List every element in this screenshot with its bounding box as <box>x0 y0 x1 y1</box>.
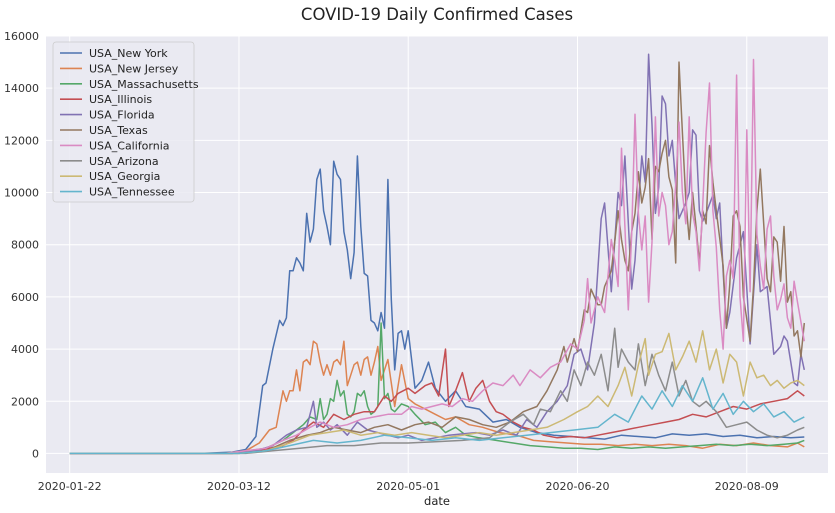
legend-label-usa-new-jersey: USA_New Jersey <box>89 62 179 75</box>
series-layer <box>69 53 806 455</box>
legend-label-usa-georgia: USA_Georgia <box>89 170 160 183</box>
series-line-usa-florida <box>69 53 806 455</box>
x-tick-label: 2020-08-09 <box>715 480 779 493</box>
series-line-usa-massachusetts <box>69 322 805 455</box>
x-tick-label: 2020-06-20 <box>546 480 610 493</box>
y-tick-label: 0 <box>32 447 39 460</box>
series-line-usa-california <box>69 58 806 455</box>
y-tick-label: 2000 <box>11 395 39 408</box>
y-tick-label: 8000 <box>11 239 39 252</box>
series-line-usa-georgia <box>69 330 805 455</box>
chart-title: COVID-19 Daily Confirmed Cases <box>301 5 573 24</box>
legend-label-usa-california: USA_California <box>89 139 170 152</box>
legend-label-usa-florida: USA_Florida <box>89 109 155 122</box>
x-tick-label: 2020-05-01 <box>376 480 440 493</box>
legend-label-usa-massachusetts: USA_Massachusetts <box>89 78 199 91</box>
y-axis: 0 2000 4000 6000 8000 10000 12000 14000 16000 <box>4 30 39 460</box>
legend: USA_New York USA_New Jersey USA_Massachuse… <box>52 41 199 203</box>
y-tick-label: 14000 <box>4 82 39 95</box>
y-tick-label: 12000 <box>4 134 39 147</box>
series-line-usa-arizona <box>69 327 805 455</box>
legend-label-usa-new-york: USA_New York <box>89 47 168 60</box>
y-tick-label: 6000 <box>11 291 39 304</box>
y-tick-label: 16000 <box>4 30 39 43</box>
legend-label-usa-texas: USA_Texas <box>89 124 148 137</box>
series-line-usa-tennessee <box>69 377 805 455</box>
x-tick-label: 2020-01-22 <box>38 480 102 493</box>
x-axis-label: date <box>424 494 450 508</box>
y-tick-label: 4000 <box>11 343 39 356</box>
series-line-usa-new-jersey <box>69 340 805 455</box>
series-line-usa-new-york <box>69 155 805 455</box>
legend-label-usa-tennessee: USA_Tennessee <box>89 186 175 199</box>
x-axis: 2020-01-22 2020-03-12 2020-05-01 2020-06-20… <box>38 480 779 493</box>
y-tick-label: 10000 <box>4 187 39 200</box>
x-tick-label: 2020-03-12 <box>207 480 271 493</box>
series-line-usa-texas <box>69 61 806 455</box>
legend-label-usa-illinois: USA_Illinois <box>89 93 152 106</box>
series-line-usa-illinois <box>69 348 805 455</box>
legend-box <box>52 41 195 203</box>
legend-label-usa-arizona: USA_Arizona <box>89 155 159 168</box>
